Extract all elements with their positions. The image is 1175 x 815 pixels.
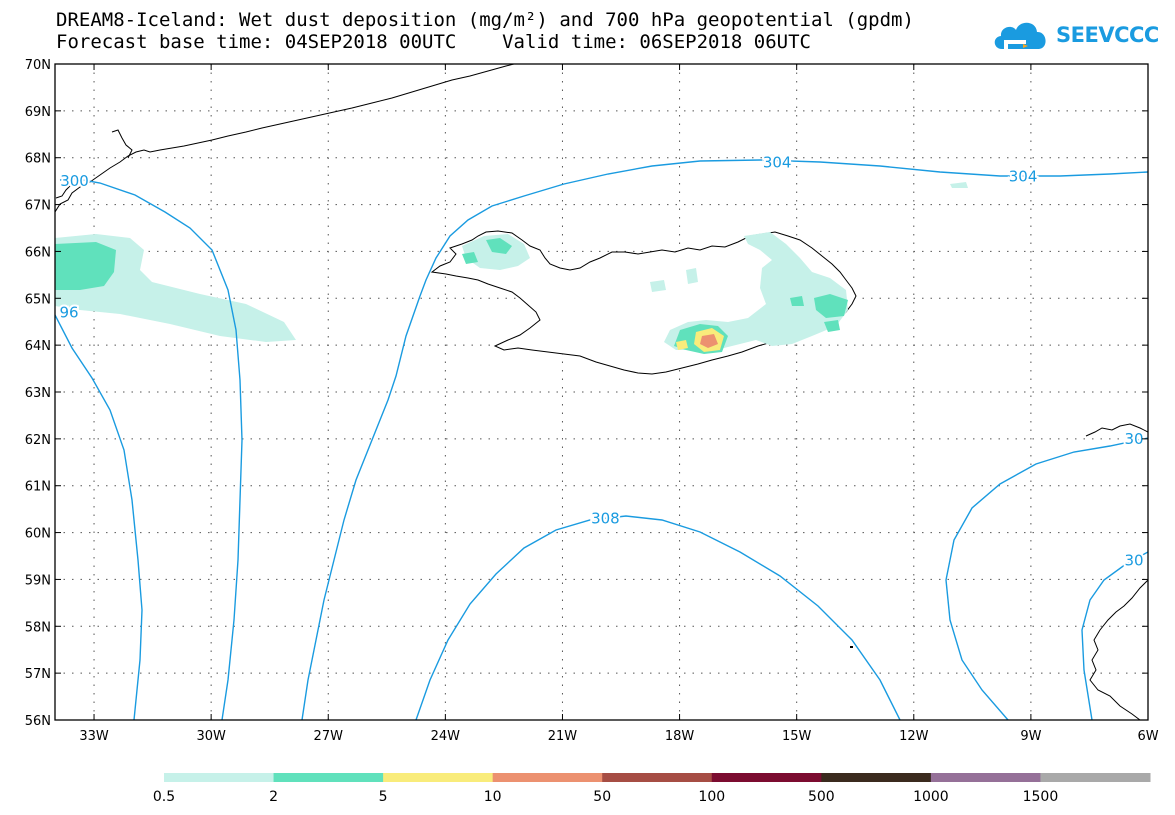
legend-swatch [383,773,494,782]
contour-line [55,314,143,720]
y-tick-label: 58N [25,620,51,635]
seevccc-logo: SEEVCCC [990,15,1159,55]
legend-label: 1500 [1023,789,1059,805]
contour-label: 304 [1009,167,1038,185]
x-tick-label: 15W [782,729,812,744]
legend-label: 50 [593,789,611,805]
contour-line [1081,551,1148,720]
y-tick-label: 63N [25,386,51,401]
map-frame [54,63,1149,721]
legend-label: 5 [379,789,388,805]
legend-swatch [711,773,822,782]
legend-swatch [930,773,1041,782]
greenland-fjord [55,185,71,199]
x-tick-label: 33W [79,729,109,744]
faroe-islands [1085,423,1148,437]
legend-swatch [602,773,713,782]
y-tick-label: 61N [25,480,51,495]
dust-area-medium [55,242,116,290]
greenland-coastline [55,64,517,213]
legend-label: 10 [484,789,502,805]
dust-area-high [676,340,688,350]
y-tick-label: 67N [25,199,51,214]
contour-line [301,295,421,720]
dust-deposition-field [55,182,968,354]
x-tick-label: 18W [665,729,695,744]
dust-area-medium [790,296,804,306]
legend-label: 1000 [913,789,949,805]
y-tick-label: 59N [25,573,51,588]
contour-label: 308 [591,510,620,528]
dust-area-medium [824,320,840,332]
y-tick-label: 65N [25,292,51,307]
legend-swatch [821,773,932,782]
y-tick-label: 66N [25,245,51,260]
y-tick-label: 56N [25,714,51,729]
legend-label: 2 [269,789,278,805]
legend-swatch [492,773,603,782]
y-tick-label: 64N [25,339,51,354]
logo-text: SEEVCCC [1056,23,1159,47]
y-tick-label: 69N [25,105,51,120]
x-tick-label: 30W [196,729,226,744]
map-subtitle: Forecast base time: 04SEP2018 00UTC Vali… [56,31,811,53]
y-tick-label: 68N [25,152,51,167]
contour-label: 96 [59,303,78,321]
contour-label: 30 [1124,430,1143,448]
dust-area-low [686,268,698,284]
contour-line [415,515,901,720]
contour-line [419,159,1148,297]
legend-label: 100 [698,789,725,805]
dust-area-medium [486,238,512,254]
legend-swatch [1040,773,1151,782]
dust-area-low [664,232,848,350]
contour-label: 304 [763,153,792,171]
dust-area-low [55,234,296,342]
graticule [55,64,1148,720]
cloud-icon [994,22,1046,49]
geopotential-contours [55,159,1148,720]
x-tick-label: 21W [548,729,578,744]
map-title: DREAM8-Iceland: Wet dust deposition (mg/… [56,9,914,31]
contour-labels: 304 304 300 96 308 30 30 [57,151,1145,571]
contour-label: 300 [60,172,89,190]
legend-swatch [273,773,384,782]
x-tick-label: 9W [1020,729,1041,744]
island [850,646,853,648]
contour-line [59,177,243,720]
scotland-coastline [1089,579,1148,720]
dust-area-medium [814,294,848,318]
y-tick-label: 62N [25,433,51,448]
dust-area-very-high [700,334,718,348]
color-legend: 0.5 2 5 10 50 100 500 1000 1500 [153,773,1151,805]
greenland-fjord [111,129,133,159]
dust-area-low [650,280,666,292]
y-tick-label: 57N [25,667,51,682]
x-tick-label: 12W [899,729,929,744]
legend-swatch [164,773,275,782]
x-tick-label: 6W [1137,729,1158,744]
x-tick-label: 24W [431,729,461,744]
dust-area-low [950,182,968,188]
axis-ticks: 33W 30W 27W 24W 21W 18W 15W 12W 9W 6W 56N 57N 58N 59N… [25,58,1159,744]
y-tick-label: 60N [25,527,51,542]
contour-line [945,437,1148,720]
y-tick-label: 70N [25,58,51,73]
dust-area-medium [462,252,478,264]
legend-label: 500 [808,789,835,805]
x-tick-label: 27W [314,729,344,744]
legend-label: 0.5 [153,789,175,805]
contour-label: 30 [1124,552,1143,570]
